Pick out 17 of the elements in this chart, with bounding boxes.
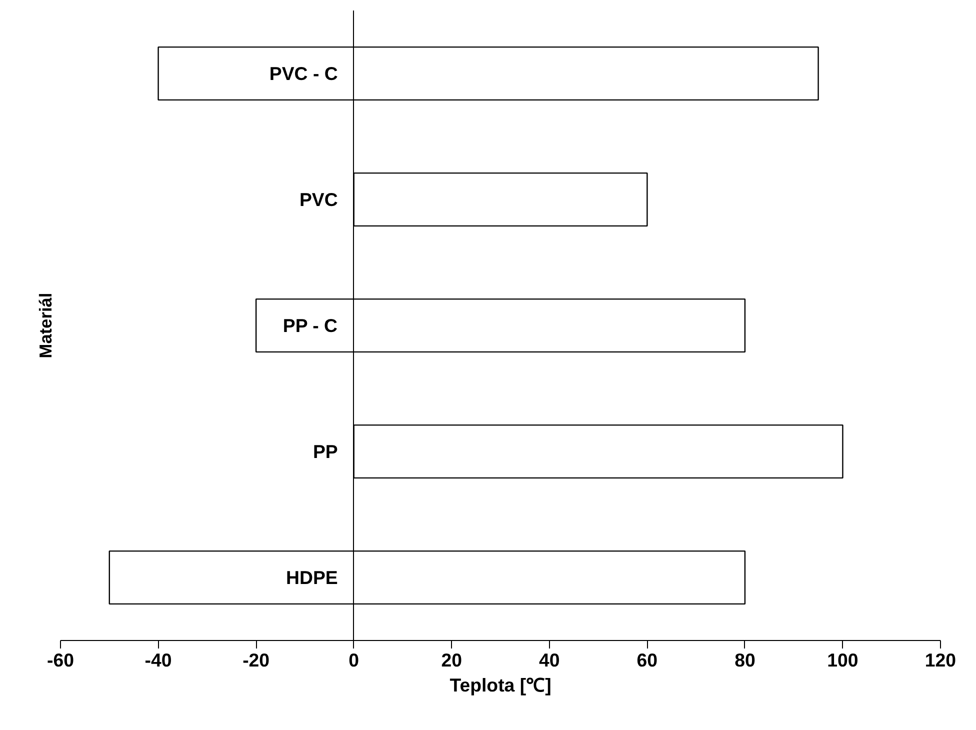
x-tick-label: 60	[636, 650, 658, 670]
y-tick-label: PP	[312, 441, 338, 462]
x-tick-label: -60	[47, 650, 74, 670]
x-tick-label: 20	[441, 650, 462, 670]
y-tick-label: HDPE	[286, 567, 338, 588]
x-axis-title: Teplota [℃]	[450, 674, 552, 696]
x-tick-label: 120	[924, 650, 956, 670]
y-tick-label: PVC - C	[269, 63, 338, 84]
x-tick-label: 80	[734, 650, 756, 670]
x-tick-label: 100	[827, 650, 858, 670]
x-tick-label: -20	[242, 650, 270, 670]
y-axis-title: Materiál	[36, 292, 56, 358]
x-tick-label: -40	[144, 650, 172, 670]
x-tick-label: 40	[539, 650, 560, 670]
y-tick-label: PVC	[299, 189, 338, 210]
y-tick-label: PP - C	[282, 315, 338, 336]
x-tick-label: 0	[348, 650, 360, 670]
